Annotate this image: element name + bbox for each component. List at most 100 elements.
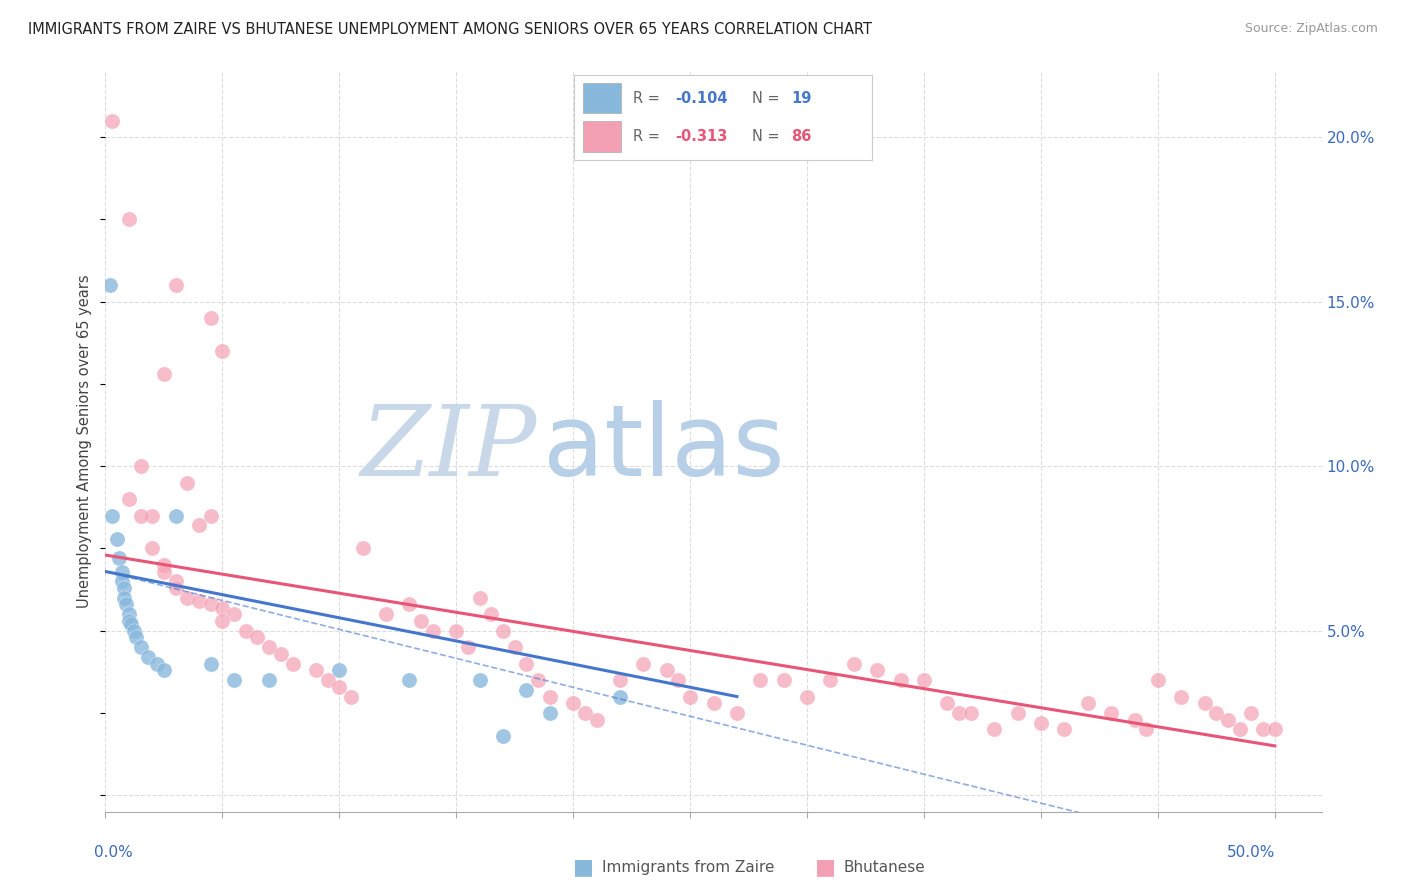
Point [820, 673, 842, 687]
Text: Source: ZipAtlas.com: Source: ZipAtlas.com [1244, 22, 1378, 36]
Point [328, 680, 350, 694]
Point [101, 113, 124, 128]
Text: R =: R = [633, 128, 665, 144]
Point [446, 624, 468, 638]
Point [153, 565, 176, 579]
Point [188, 518, 211, 533]
Text: ■: ■ [574, 857, 593, 877]
Point [468, 673, 491, 687]
Point [668, 673, 690, 687]
Point [211, 600, 233, 615]
Point [1229, 723, 1251, 737]
Point [633, 657, 655, 671]
Point [538, 690, 561, 704]
Point [222, 607, 245, 622]
Point [1205, 706, 1227, 720]
Point [749, 673, 772, 687]
Point [246, 630, 269, 644]
Point [655, 663, 678, 677]
Text: IMMIGRANTS FROM ZAIRE VS BHUTANESE UNEMPLOYMENT AMONG SENIORS OVER 65 YEARS CORR: IMMIGRANTS FROM ZAIRE VS BHUTANESE UNEMP… [28, 22, 872, 37]
Point [129, 508, 152, 523]
Point [527, 673, 550, 687]
Point [129, 459, 152, 474]
Point [890, 673, 912, 687]
Point [422, 624, 444, 638]
Point [398, 598, 420, 612]
Point [1007, 706, 1029, 720]
Point [1053, 723, 1076, 737]
Bar [582, 83, 621, 113]
Point [515, 683, 537, 698]
Point [141, 541, 163, 556]
Point [574, 706, 596, 720]
Text: 0.0%: 0.0% [94, 845, 132, 860]
Text: ■: ■ [815, 857, 835, 877]
Point [165, 574, 187, 589]
Text: ZIP: ZIP [361, 401, 537, 497]
Point [281, 657, 304, 671]
Point [352, 541, 374, 556]
Point [983, 723, 1005, 737]
Point [492, 729, 515, 743]
Point [136, 650, 159, 665]
Point [112, 581, 135, 595]
Point [375, 607, 398, 622]
Text: 50.0%: 50.0% [1226, 845, 1275, 860]
Text: N =: N = [752, 91, 785, 105]
Point [411, 614, 433, 628]
Text: N =: N = [752, 128, 785, 144]
Point [222, 673, 245, 687]
Point [98, 278, 121, 293]
Point [176, 591, 198, 605]
Point [796, 690, 818, 704]
Point [948, 706, 970, 720]
Point [1029, 715, 1052, 730]
Point [165, 278, 187, 293]
Point [188, 594, 211, 608]
Point [1194, 696, 1216, 710]
Point [165, 508, 187, 523]
Point [129, 640, 152, 655]
Point [153, 367, 176, 381]
Point [842, 657, 865, 671]
Point [118, 607, 141, 622]
Text: atlas: atlas [543, 401, 785, 498]
Point [1216, 713, 1239, 727]
Point [105, 532, 128, 546]
Point [305, 663, 328, 677]
Point [120, 617, 142, 632]
Bar [582, 121, 621, 152]
Point [702, 696, 725, 710]
Point [118, 212, 141, 227]
Point [398, 673, 420, 687]
Point [211, 344, 233, 359]
Point [1147, 673, 1170, 687]
Point [115, 598, 138, 612]
Point [912, 673, 935, 687]
Point [257, 640, 280, 655]
Point [153, 663, 176, 677]
Point [772, 673, 794, 687]
Point [316, 673, 339, 687]
Text: Immigrants from Zaire: Immigrants from Zaire [602, 860, 775, 874]
Point [468, 591, 491, 605]
Point [340, 690, 363, 704]
Point [1240, 706, 1263, 720]
Text: -0.104: -0.104 [675, 91, 727, 105]
Point [936, 696, 959, 710]
Point [1251, 723, 1274, 737]
Point [492, 624, 515, 638]
Point [1170, 690, 1192, 704]
Point [270, 647, 292, 661]
Point [111, 565, 134, 579]
Text: 86: 86 [792, 128, 811, 144]
Point [118, 614, 141, 628]
Point [153, 558, 176, 572]
Point [235, 624, 257, 638]
Point [200, 311, 222, 326]
Point [1123, 713, 1146, 727]
Point [200, 598, 222, 612]
Point [211, 614, 233, 628]
Point [112, 591, 135, 605]
Point [176, 475, 198, 490]
